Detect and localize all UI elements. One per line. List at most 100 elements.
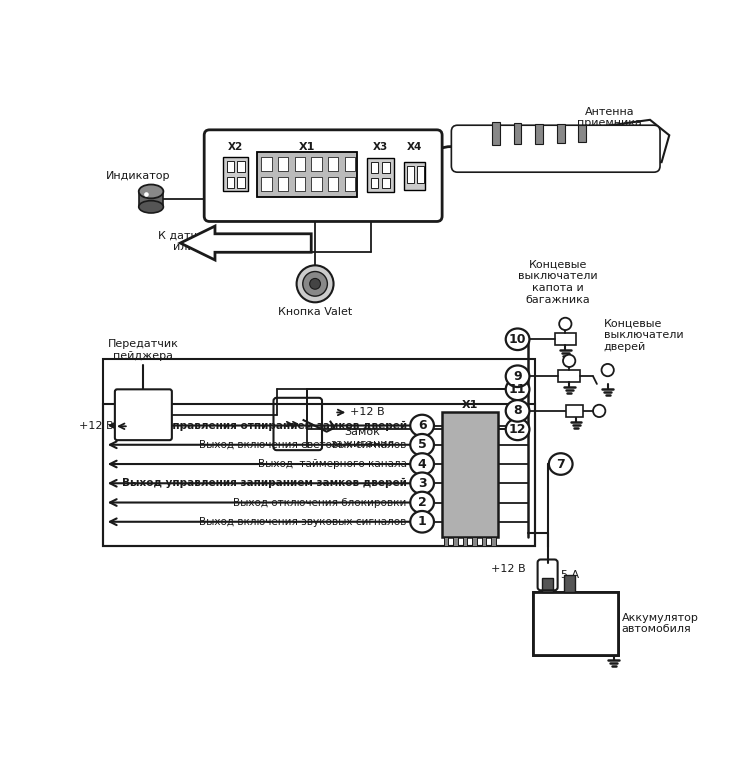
Text: 4: 4	[418, 457, 427, 471]
FancyBboxPatch shape	[204, 130, 442, 221]
Bar	[328, 176, 338, 190]
Bar	[261, 176, 272, 190]
Text: Выход  таймерного канала: Выход таймерного канала	[258, 459, 407, 469]
Bar	[472, 537, 477, 546]
Bar	[482, 537, 487, 546]
Bar	[237, 162, 245, 172]
Text: +12 В: +12 В	[79, 421, 113, 431]
Text: X3: X3	[373, 142, 388, 152]
Text: +12 В: +12 В	[490, 563, 525, 574]
Circle shape	[296, 265, 334, 303]
Bar	[344, 157, 355, 170]
Text: 11: 11	[509, 383, 526, 396]
Text: Кнопка Valet: Кнопка Valet	[278, 307, 352, 317]
Bar	[382, 177, 390, 188]
Text: 5: 5	[418, 438, 427, 451]
Bar	[237, 176, 245, 187]
Bar	[536, 124, 543, 144]
Bar	[533, 592, 618, 655]
FancyBboxPatch shape	[115, 389, 172, 440]
Circle shape	[303, 272, 328, 296]
Text: 1: 1	[405, 166, 409, 171]
Bar	[514, 123, 521, 145]
Circle shape	[560, 317, 572, 330]
Text: Концевые
выключатели
дверей: Концевые выключатели дверей	[604, 319, 683, 352]
Bar	[226, 176, 234, 187]
Text: 7: 7	[352, 190, 355, 194]
Bar	[442, 412, 497, 537]
Bar	[311, 157, 322, 170]
Text: 4: 4	[369, 177, 373, 183]
Text: 1: 1	[226, 160, 230, 166]
Bar	[453, 537, 458, 546]
Text: Выход управления отпиранием замков дверей: Выход управления отпиранием замков двере…	[122, 420, 406, 430]
Text: Антенна
приемника: Антенна приемника	[578, 107, 642, 128]
Circle shape	[593, 405, 605, 417]
Ellipse shape	[506, 419, 530, 440]
Bar	[344, 176, 355, 190]
Ellipse shape	[139, 200, 164, 213]
Text: Концевые
выключатели
капота и
багажника: Концевые выключатели капота и багажника	[518, 260, 598, 305]
FancyArrowPatch shape	[430, 146, 451, 156]
Text: X2: X2	[228, 142, 244, 152]
Bar	[559, 370, 580, 382]
Bar	[554, 333, 576, 345]
Bar	[382, 163, 390, 173]
Text: Выход отключения блокировки: Выход отключения блокировки	[233, 498, 406, 508]
Text: 6: 6	[418, 419, 427, 432]
Bar	[564, 575, 574, 592]
FancyBboxPatch shape	[452, 125, 660, 172]
Text: 7: 7	[556, 457, 565, 471]
Bar	[533, 592, 618, 655]
Bar	[278, 157, 289, 170]
Bar	[556, 125, 565, 143]
Bar	[370, 163, 378, 173]
Bar	[492, 122, 500, 146]
Bar	[261, 157, 272, 170]
Text: Выход включения звуковых сигналов: Выход включения звуковых сигналов	[200, 517, 406, 527]
Text: 5 А: 5 А	[562, 570, 580, 580]
Ellipse shape	[139, 184, 164, 198]
Text: 1: 1	[352, 155, 355, 159]
Bar	[226, 162, 234, 172]
Ellipse shape	[410, 415, 434, 437]
Bar	[370, 177, 378, 188]
Bar	[295, 157, 305, 170]
Text: Замок
зажигания: Замок зажигания	[331, 427, 394, 449]
Ellipse shape	[506, 328, 530, 350]
Text: Выход включения световых сигналов: Выход включения световых сигналов	[200, 440, 406, 450]
Text: 12: 12	[509, 423, 526, 436]
Text: К датчику удара
или объема: К датчику удара или объема	[158, 231, 256, 252]
Bar	[104, 404, 536, 546]
Bar	[224, 157, 248, 191]
Ellipse shape	[410, 434, 434, 456]
Bar	[406, 166, 414, 183]
Bar	[139, 191, 164, 207]
Bar	[566, 405, 583, 417]
Text: 1: 1	[369, 163, 373, 167]
Bar	[104, 359, 536, 546]
Bar	[444, 537, 448, 546]
Ellipse shape	[506, 378, 530, 400]
Ellipse shape	[410, 472, 434, 494]
Text: 2: 2	[226, 165, 230, 170]
Bar	[491, 537, 496, 546]
Bar	[311, 176, 322, 190]
Text: 6: 6	[259, 155, 262, 159]
Text: Передатчик
пейджера: Передатчик пейджера	[108, 339, 178, 361]
Text: 1: 1	[418, 515, 427, 529]
Bar	[257, 152, 358, 197]
Bar	[328, 157, 338, 170]
Bar	[463, 537, 467, 546]
Circle shape	[144, 192, 148, 197]
Circle shape	[563, 354, 575, 367]
FancyArrow shape	[180, 226, 311, 260]
Bar	[417, 166, 424, 183]
Text: Аккумулятор
автомобиля: Аккумулятор автомобиля	[622, 612, 698, 634]
Circle shape	[602, 364, 613, 376]
Text: 3: 3	[418, 477, 427, 490]
Ellipse shape	[506, 400, 530, 422]
Ellipse shape	[410, 491, 434, 513]
Bar	[404, 163, 425, 190]
Text: +12 В: +12 В	[350, 407, 384, 417]
